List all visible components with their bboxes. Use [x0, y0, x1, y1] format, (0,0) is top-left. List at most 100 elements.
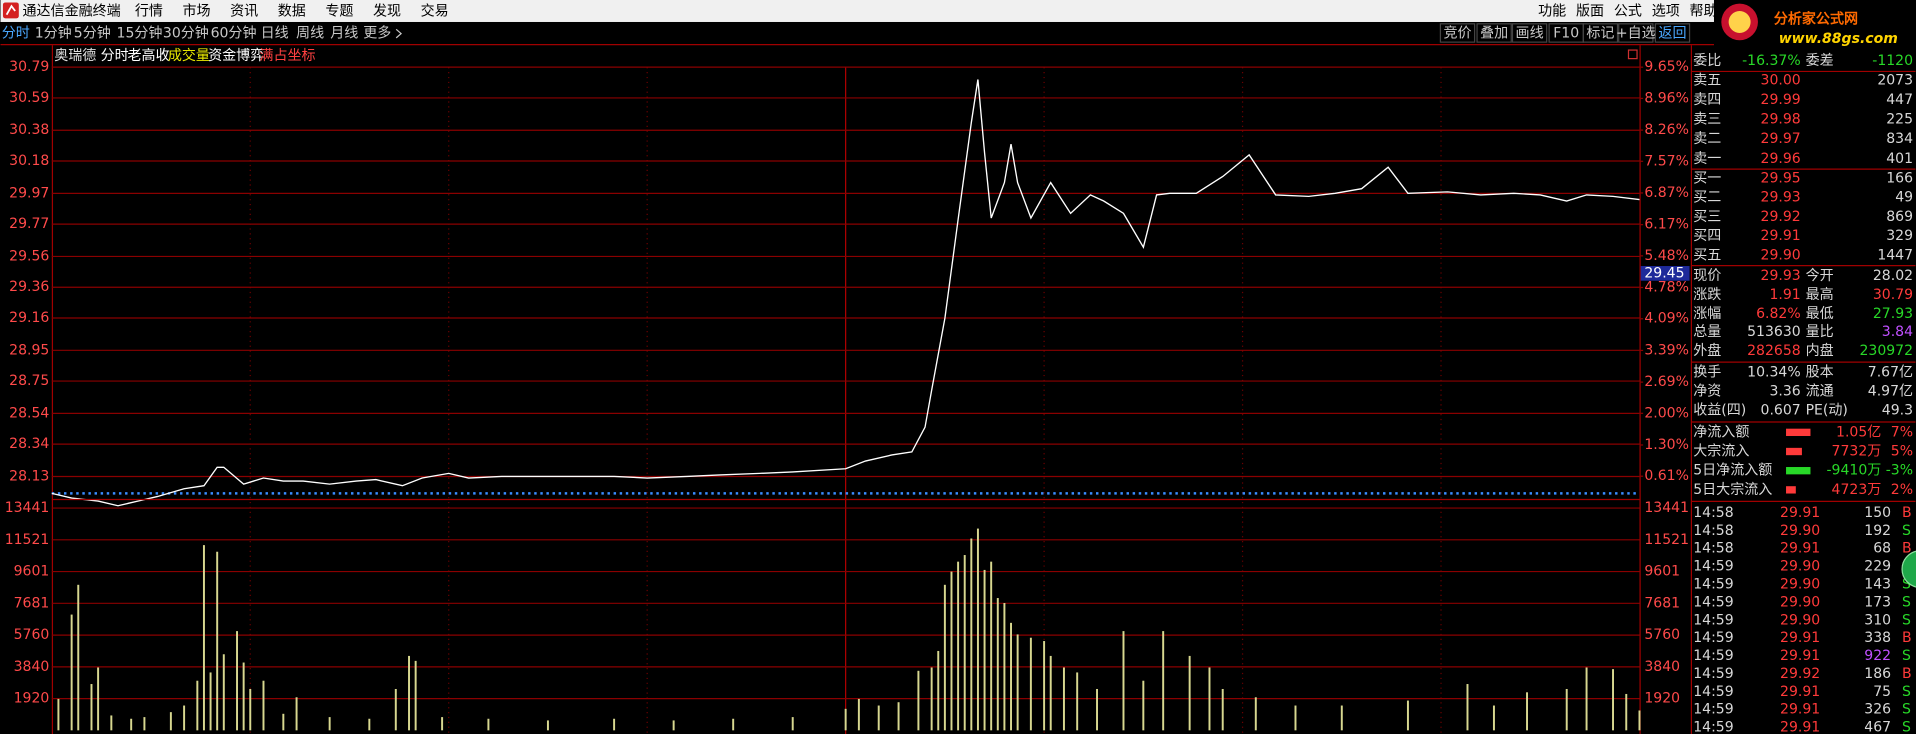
- trade-price: 29.91: [1780, 684, 1820, 700]
- trade-side: B: [1902, 666, 1912, 682]
- tool-button[interactable]: [1654, 23, 1691, 43]
- bid-label: 买五: [1693, 247, 1721, 263]
- quote-label: 量比: [1806, 324, 1834, 340]
- tool-button-label[interactable]: 叠加: [1480, 26, 1508, 42]
- period-tab[interactable]: 日线: [261, 26, 289, 42]
- volume-bar: [1062, 667, 1065, 731]
- bid-label: 买二: [1693, 190, 1721, 206]
- volume-bar: [249, 688, 252, 731]
- period-tab[interactable]: 月线: [330, 26, 358, 42]
- menu-bar: [0, 0, 1916, 22]
- trade-time: 14:59: [1693, 684, 1733, 700]
- flow-bar: [1786, 467, 1811, 475]
- bid-price: 29.91: [1761, 228, 1801, 244]
- volume-tick-label: 3840: [14, 659, 50, 675]
- flow-value: 7732万: [1832, 444, 1882, 460]
- volume-bar: [877, 705, 880, 731]
- indicator-tab[interactable]: 资金博弈: [208, 47, 264, 64]
- quote-value: 1.91: [1769, 287, 1800, 303]
- quote-value: -1120: [1872, 53, 1913, 69]
- bid-volume: 166: [1886, 170, 1913, 186]
- menu-item[interactable]: 数据: [278, 4, 306, 20]
- trade-volume: 467: [1864, 720, 1891, 734]
- indicator-tab[interactable]: 满占坐标: [259, 48, 315, 64]
- tool-button-label[interactable]: F10: [1553, 26, 1579, 42]
- period-tab[interactable]: 分时: [2, 26, 30, 42]
- price-tick-label: 28.54: [9, 405, 49, 421]
- tool-button-label[interactable]: 画线: [1516, 26, 1544, 42]
- volume-bar: [236, 631, 239, 731]
- tool-button-label[interactable]: +自选: [1616, 26, 1656, 42]
- bid-price: 29.90: [1761, 247, 1801, 263]
- ask-volume: 401: [1886, 151, 1913, 167]
- flow-percent: 7%: [1891, 424, 1913, 440]
- tool-button[interactable]: [1582, 23, 1619, 43]
- tool-button-label[interactable]: 返回: [1658, 26, 1686, 42]
- volume-bar: [394, 688, 397, 731]
- quote-value: 0.607: [1761, 402, 1801, 418]
- bid-volume: 869: [1886, 209, 1913, 225]
- ask-label: 卖二: [1693, 131, 1721, 147]
- menu-item[interactable]: 功能: [1538, 4, 1566, 20]
- period-tab[interactable]: 更多: [363, 25, 391, 42]
- trade-price: 29.92: [1780, 666, 1820, 682]
- period-tab[interactable]: 30分钟: [163, 25, 209, 42]
- menu-item[interactable]: 帮助: [1690, 4, 1718, 20]
- trade-side: S: [1902, 612, 1911, 628]
- volume-bar: [963, 555, 966, 731]
- floating-badge[interactable]: [1901, 550, 1916, 588]
- trade-time: 14:59: [1693, 559, 1733, 575]
- quote-value: 230972: [1859, 343, 1913, 359]
- ask-label: 卖三: [1693, 112, 1721, 128]
- pct-tick-label: 1.30%: [1644, 437, 1689, 453]
- tool-button-label[interactable]: 竞价: [1443, 25, 1471, 42]
- volume-bar: [970, 538, 973, 731]
- menu-item[interactable]: 资讯: [230, 4, 258, 20]
- flow-value: -9410万: [1826, 463, 1881, 479]
- tool-button[interactable]: [1511, 23, 1548, 43]
- volume-bar: [1526, 692, 1529, 731]
- quote-value: 513630: [1747, 324, 1801, 340]
- indicator-tab[interactable]: 分时: [101, 48, 129, 64]
- tool-button[interactable]: [1439, 23, 1476, 43]
- pct-tick-label: 2.00%: [1644, 405, 1689, 421]
- ask-label: 卖一: [1693, 151, 1721, 167]
- indicator-tab[interactable]: 老高收: [128, 47, 170, 64]
- volume-bar: [1208, 667, 1211, 731]
- menu-item[interactable]: 选项: [1652, 4, 1680, 20]
- period-tab[interactable]: 15分钟: [117, 25, 163, 42]
- quote-value: -16.37%: [1742, 53, 1801, 69]
- volume-bar: [169, 712, 172, 731]
- trade-side: S: [1902, 577, 1911, 593]
- tool-button[interactable]: [1476, 23, 1512, 43]
- flow-bar: [1786, 428, 1811, 437]
- menu-item[interactable]: 行情: [135, 4, 163, 20]
- bid-label: 买一: [1693, 170, 1721, 186]
- menu-item[interactable]: 专题: [325, 4, 353, 20]
- period-tab[interactable]: 1分钟: [35, 25, 72, 42]
- period-tab[interactable]: 5分钟: [74, 25, 111, 42]
- pct-tick-label: 2.69%: [1644, 374, 1689, 390]
- trade-volume: 338: [1864, 630, 1891, 646]
- bid-volume: 329: [1886, 228, 1913, 244]
- price-tick-label: 30.59: [9, 90, 49, 106]
- more-arrow[interactable]: [395, 28, 403, 39]
- tool-button[interactable]: [1618, 23, 1654, 43]
- trade-side: S: [1902, 720, 1911, 734]
- price-tick-label: 29.16: [9, 310, 49, 326]
- tool-button-label[interactable]: 标记: [1586, 26, 1614, 42]
- menu-item[interactable]: 版面: [1576, 4, 1604, 20]
- indicator-tab[interactable]: 成交量: [168, 47, 210, 64]
- volume-bar: [1406, 700, 1409, 731]
- volume-tick-label: 13441: [5, 500, 50, 516]
- menu-item[interactable]: 发现: [373, 4, 401, 20]
- period-tab[interactable]: 周线: [296, 26, 324, 42]
- trade-volume: 310: [1864, 612, 1891, 628]
- volume-bar: [328, 717, 331, 731]
- watermark-url: www.88gs.com: [1779, 31, 1898, 47]
- price-tick-label: 29.36: [9, 279, 49, 295]
- menu-item[interactable]: 交易: [421, 3, 449, 20]
- menu-item[interactable]: 公式: [1614, 4, 1642, 20]
- period-tab[interactable]: 60分钟: [211, 25, 257, 42]
- menu-item[interactable]: 市场: [182, 3, 210, 20]
